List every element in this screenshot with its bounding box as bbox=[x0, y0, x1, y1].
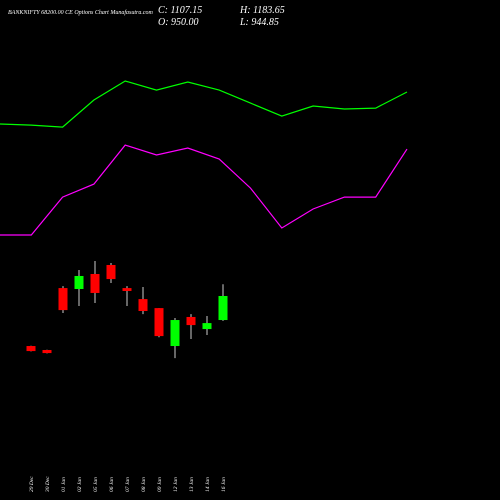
x-tick-label: 13 Jan bbox=[189, 477, 195, 492]
x-tick-label: 07 Jan bbox=[125, 477, 131, 492]
readout: C: 1107.15 bbox=[158, 5, 202, 16]
x-tick-label: 14 Jan bbox=[204, 477, 211, 492]
indicator-line bbox=[0, 80, 408, 128]
x-tick-label: 08 Jan bbox=[141, 477, 147, 492]
candle-body bbox=[202, 323, 212, 330]
candle-body bbox=[26, 346, 36, 352]
x-tick-label: 02 Jan bbox=[77, 477, 83, 492]
readout: L: 944.85 bbox=[239, 17, 279, 28]
x-tick-label: 30 Dec bbox=[45, 476, 51, 493]
candle-body bbox=[42, 350, 52, 354]
indicator-line bbox=[0, 144, 408, 236]
candle-body bbox=[122, 288, 132, 291]
candle-body bbox=[218, 296, 228, 321]
candle-body bbox=[138, 299, 148, 312]
candle-body bbox=[154, 308, 164, 337]
candle-body bbox=[106, 264, 116, 280]
x-tick-label: 29 Dec bbox=[29, 476, 35, 492]
candle-body bbox=[186, 316, 196, 326]
x-tick-label: 16 Jan bbox=[221, 477, 227, 492]
x-tick-label: 05 Jan bbox=[93, 477, 99, 492]
chart-title: BANKNIFTY 68200.00 CE Options Chart Muna… bbox=[8, 9, 154, 16]
readout: O: 950.00 bbox=[158, 17, 199, 28]
x-tick-label: 06 Jan bbox=[109, 477, 115, 492]
candle-body bbox=[58, 288, 68, 311]
x-tick-label: 01 Jan bbox=[61, 477, 67, 492]
x-tick-label: 12 Jan bbox=[173, 477, 179, 492]
readout: H: 1183.65 bbox=[239, 5, 285, 16]
x-tick-label: 09 Jan bbox=[157, 477, 163, 492]
candle-body bbox=[74, 275, 84, 289]
candle-body bbox=[90, 274, 100, 293]
candle-body bbox=[170, 320, 180, 347]
